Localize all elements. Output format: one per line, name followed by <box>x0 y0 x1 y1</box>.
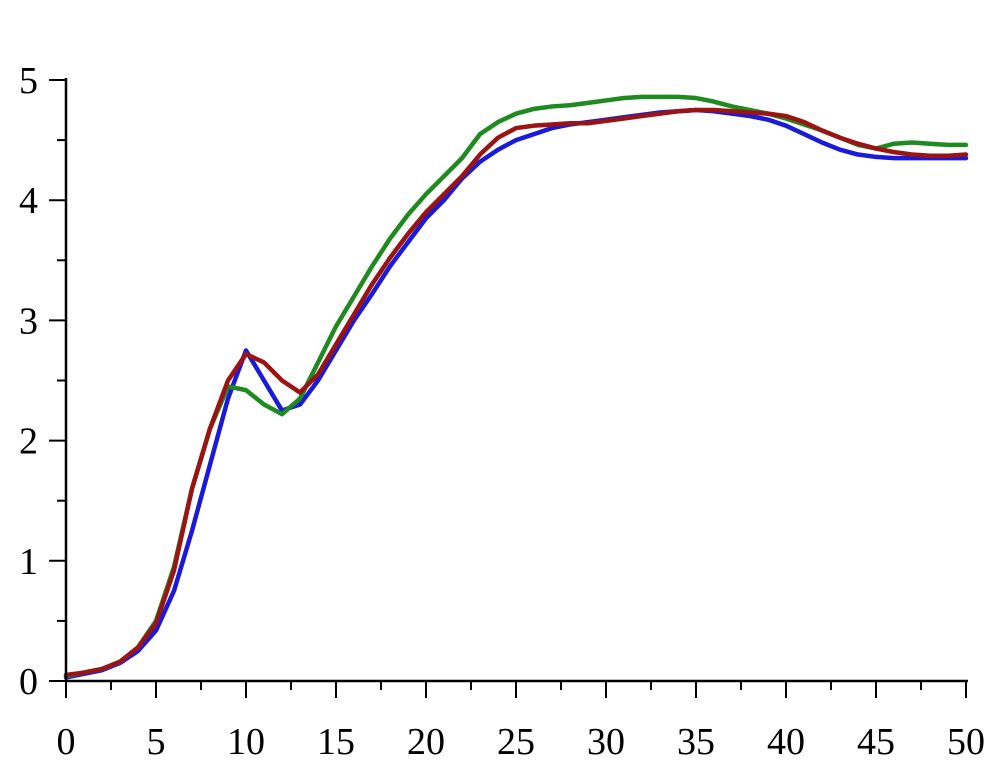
series-line-2 <box>63 94 969 679</box>
x-tick-label-10: 10 <box>227 721 265 763</box>
x-tick-label-30: 30 <box>587 721 625 763</box>
y-tick-label-4: 4 <box>19 180 38 222</box>
x-tick-label-45: 45 <box>857 721 895 763</box>
x-tick-label-40: 40 <box>767 721 805 763</box>
x-tick-label-50: 50 <box>947 721 985 763</box>
y-tick-label-3: 3 <box>19 300 38 342</box>
series-layer <box>63 94 969 680</box>
x-tick-label-35: 35 <box>677 721 715 763</box>
x-tick-label-5: 5 <box>147 721 166 763</box>
y-tick-label-0: 0 <box>19 661 38 703</box>
x-tick-label-0: 0 <box>57 721 76 763</box>
x-tick-label-20: 20 <box>407 721 445 763</box>
x-tick-label-15: 15 <box>317 721 355 763</box>
y-tick-label-5: 5 <box>19 60 38 102</box>
y-tick-label-2: 2 <box>19 421 38 463</box>
x-tick-label-25: 25 <box>497 721 535 763</box>
y-tick-label-1: 1 <box>19 541 38 583</box>
series-line-1 <box>63 107 969 680</box>
series-line-3 <box>63 107 969 678</box>
